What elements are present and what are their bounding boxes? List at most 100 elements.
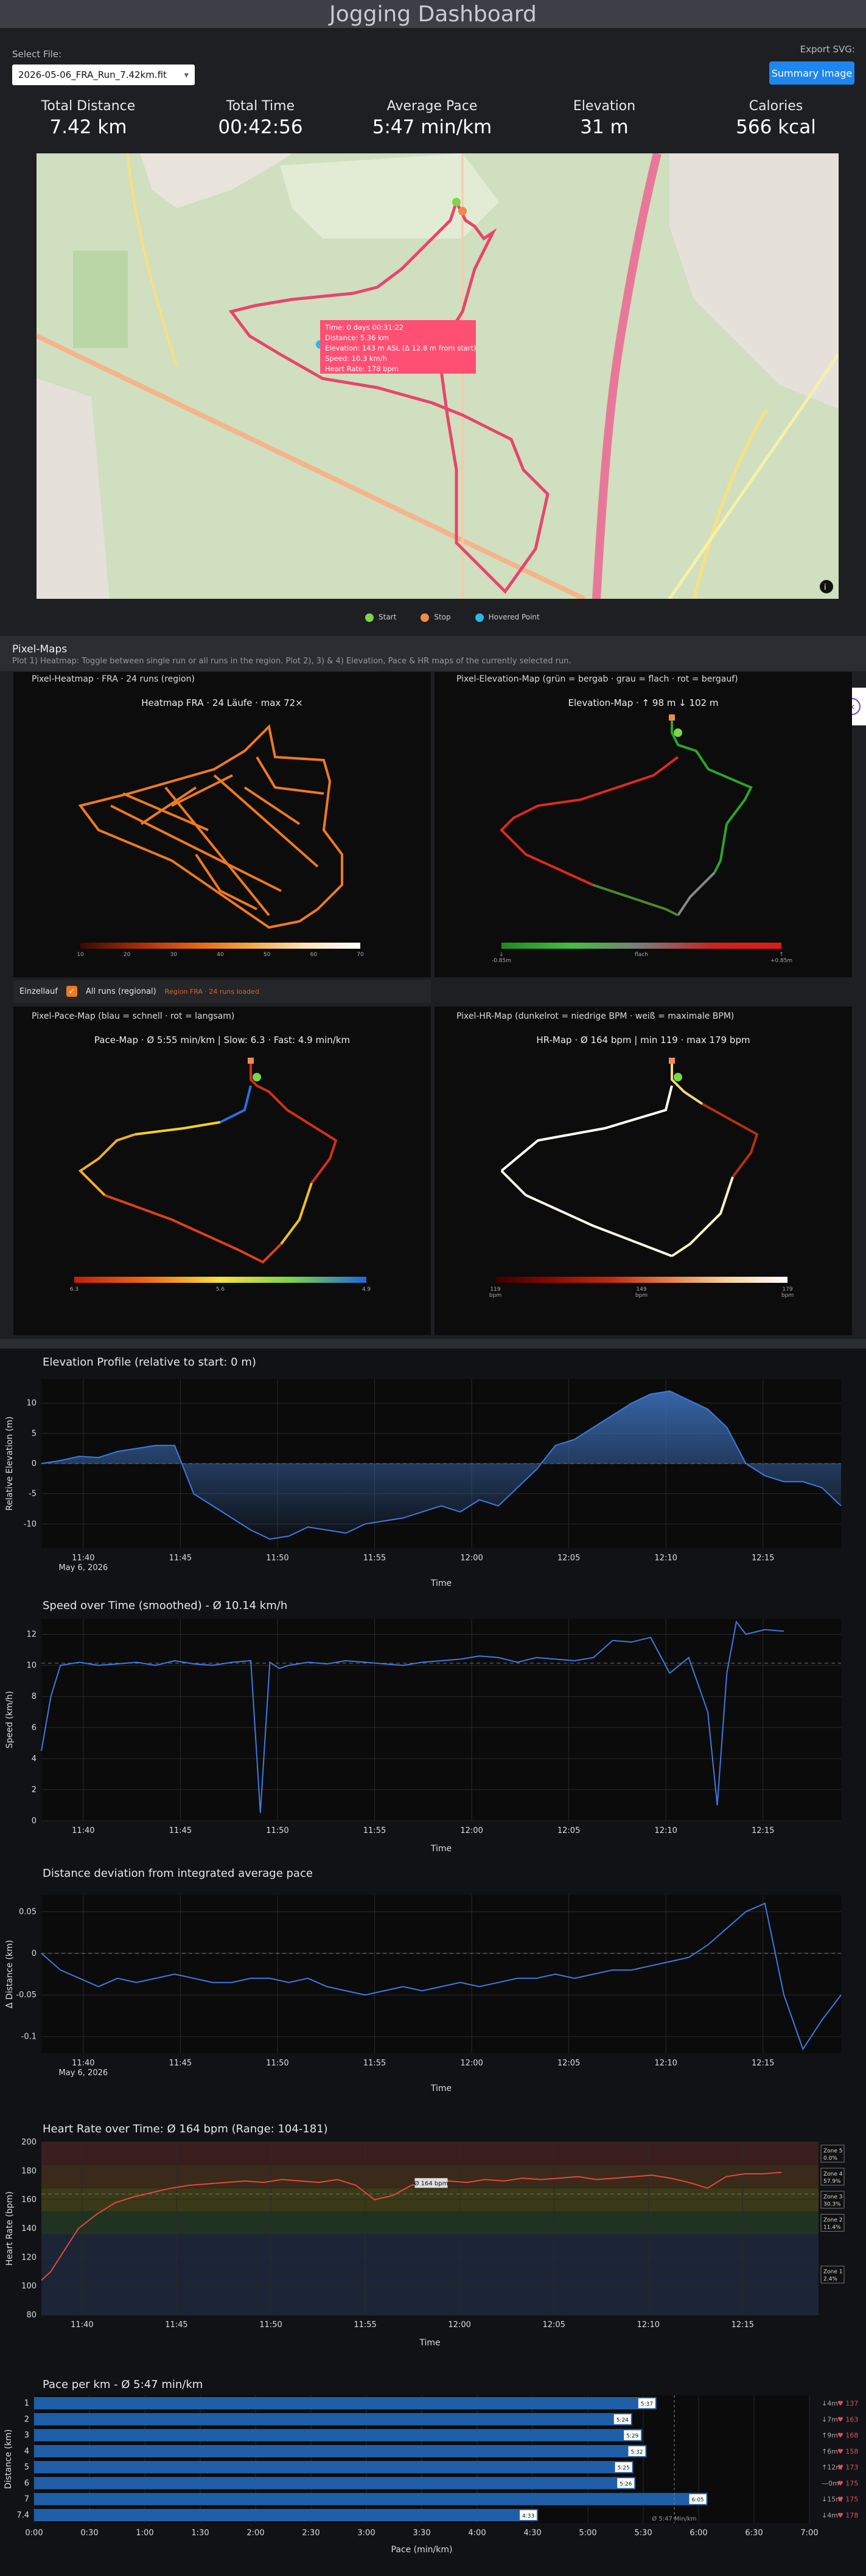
x-tick-label: 1:30 [191,2529,209,2538]
y-tick-label: 8 [32,1692,37,1702]
chart-title: Pace per km - Ø 5:47 min/km [43,2378,203,2391]
file-label: Select File: [12,49,62,60]
x-tick-label: 12:00 [460,1826,483,1835]
colorbar-tick: 50 [263,952,271,958]
chart-title: Heart Rate over Time: Ø 164 bpm (Range: … [43,2123,328,2135]
stat-value: 7.42 km [49,116,127,138]
x-tick-label: 5:30 [634,2529,652,2538]
plot-area [41,1895,841,2053]
y-tick-label: 100 [21,2282,37,2291]
tooltip-line: Elevation: 143 m ASL (Δ 12.8 m from star… [325,344,476,352]
summary-image-button[interactable]: Summary Image [769,61,854,85]
bar-value-label: 6:05 [691,2497,704,2504]
zone-label-box [820,2168,845,2186]
series-line [41,2171,782,2281]
zone-pct: 0.0% [823,2155,837,2162]
file-select-value: 2026-05-06_FRA_Run_7.42km.fit [18,69,167,80]
y-tick-label: 140 [21,2224,37,2233]
x-tick-label: 11:50 [259,2320,282,2330]
x-tick-label: 11:50 [266,2059,288,2068]
chart-svg[interactable]: 12 10 8 6 4 2 0 11:40 11:45 11:50 11:55 12:00 12:05 1… [0,1592,866,1860]
x-tick-label: 11:55 [354,2320,376,2330]
bar-value-label: 5:25 [618,2465,630,2471]
pace-map-panel: Pixel-Pace-Map (blau = schnell · rot = l… [13,1007,431,1335]
y-tick-label: 4 [24,2447,29,2456]
date-label: May 6, 2026 [59,1563,108,1572]
hr-label: ♥ 175 [837,2496,858,2504]
zone-pct: 11.4% [823,2225,841,2231]
y-tick-label: 10 [26,1661,37,1670]
stat-card: Total Distance 7.42 km [15,99,161,138]
elevation-map-canvas [500,714,753,916]
zone-label: Zone 3 [823,2194,843,2201]
series-line [41,1390,842,1540]
x-tick-label: 3:00 [357,2529,375,2538]
x-tick-label: 11:45 [169,1554,192,1563]
heatmap-subtitle: Heatmap FRA · 24 Läufe · max 72× [141,697,303,708]
colorbar-tick: 149 bpm [635,1286,648,1299]
y-tick-label: -0.1 [21,2033,37,2042]
pace-map-canvas [78,1058,338,1264]
hr-zone-band [41,2234,819,2315]
y-tick-label: 7.4 [16,2511,29,2520]
stat-card: Elevation 31 m [531,99,677,138]
legend-start: Start [365,613,396,622]
zone-label: Zone 4 [823,2171,843,2177]
x-tick-label: 1:00 [136,2529,153,2538]
x-tick-label: 11:55 [363,1554,386,1563]
pace-bar [34,2445,647,2457]
x-tick-label: 12:10 [654,1554,677,1563]
export-label: Export SVG: [800,44,855,55]
route-path [228,201,550,594]
pace-bar [34,2477,636,2490]
x-tick-label: 11:55 [363,2059,386,2068]
elevation-label: ↓15m [822,2496,842,2504]
chart-svg[interactable]: 0:00 0:30 1:00 1:30 2:00 2:30 3:00 3:30 4:00 4:30… [0,2371,866,2576]
colorbar-tick: 4.9 [361,1286,371,1293]
y-tick-label: 5 [32,1429,37,1438]
all-runs-label: All runs (regional) [85,986,156,996]
stat-title: Total Distance [41,99,136,114]
x-tick-label: 6:00 [690,2529,707,2538]
x-axis-label: Pace (min/km) [391,2545,453,2555]
hr-label: ♥ 158 [837,2448,858,2456]
legend-stop: Stop [421,613,451,622]
pace-colorbar [74,1277,366,1283]
hr-zone-band [41,2211,819,2235]
tooltip-line: Heart Rate: 178 bpm [325,365,399,373]
single-run-option[interactable]: Einzellauf [19,986,58,996]
colorbar-tick: 20 [123,952,131,958]
chart-4: Pace per km - Ø 5:47 min/km 0:00 0:30 1:00 1… [0,2371,866,2576]
chart-svg[interactable]: 10 5 0 -5 -10 11:40 11:45 11:50 11:55 12:00 12:05 1… [0,1349,866,1592]
chart-3: Heart Rate over Time: Ø 164 bpm (Range: … [0,2115,866,2371]
x-tick-label: 12:15 [732,2320,754,2330]
y-tick-label: 0 [32,1949,37,1958]
y-tick-label: 7 [24,2495,29,2504]
stat-value: 5:47 min/km [372,116,492,138]
chart-svg[interactable]: 0.05 0 -0.05 -0.1 11:40 11:45 11:50 11:55 12:00 1… [0,1860,866,2115]
pace-bar [34,2397,657,2410]
chart-svg[interactable]: Zone 50.0%Zone 457.9%Zone 330.3%Zone 211… [0,2115,866,2371]
x-tick-label: 2:00 [246,2529,264,2538]
route-map[interactable]: Time: 0 days 00:31:22 Distance: 5.36 km … [37,153,839,599]
y-tick-label: 80 [26,2311,37,2320]
file-select[interactable]: 2026-05-06_FRA_Run_7.42km.fit ▾ [12,65,195,85]
zone-label-box [820,2145,845,2163]
y-axis-label: Relative Elevation (m) [5,1417,15,1511]
x-axis-label: Time [419,2338,440,2348]
info-icon[interactable] [820,580,833,593]
x-tick-label: 4:00 [468,2529,486,2538]
x-tick-label: 3:30 [413,2529,430,2538]
y-tick-label: 160 [21,2196,37,2205]
y-axis-label: Speed (km/h) [5,1691,15,1749]
colorbar-tick: 119 bpm [489,1286,502,1299]
y-tick-label: 4 [32,1754,37,1764]
stat-card: Total Time 00:42:56 [187,99,333,138]
elevation-label: ↑6m [822,2448,838,2456]
zone-label: Zone 5 [823,2148,843,2154]
all-runs-checkbox[interactable]: ✓ [66,986,77,997]
heatmap-colorbar [80,943,360,949]
colorbar-tick: 60 [310,952,318,958]
section-title: Pixel-Maps [12,643,68,655]
bar-value-box [617,2478,635,2488]
